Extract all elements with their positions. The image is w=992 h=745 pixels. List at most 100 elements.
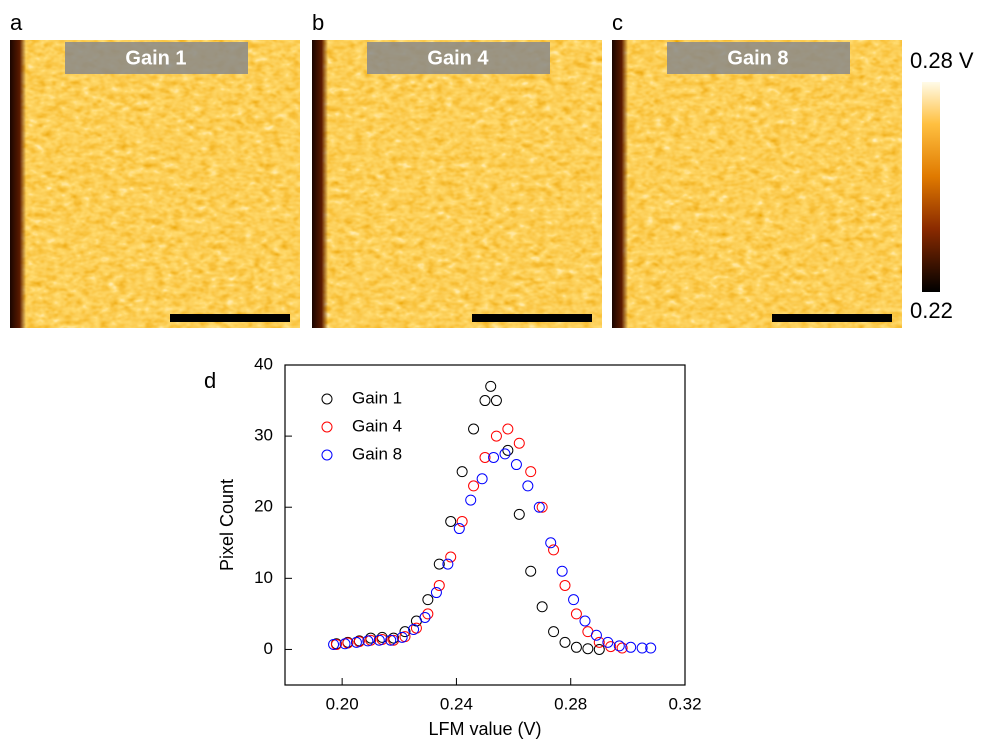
afm-image: [312, 40, 602, 328]
data-point: [525, 466, 537, 478]
data-point: [422, 594, 434, 606]
data-point: [548, 626, 560, 638]
y-tick-label: 20: [254, 497, 273, 516]
afm-image: [10, 40, 300, 328]
data-point: [479, 451, 491, 463]
data-point: [419, 611, 431, 623]
data-point: [468, 423, 480, 435]
data-point: [479, 395, 491, 407]
data-point: [453, 523, 465, 535]
y-tick-label: 10: [254, 568, 273, 587]
data-point: [570, 641, 582, 653]
data-point: [556, 565, 568, 577]
data-point: [590, 629, 602, 641]
data-point: [613, 640, 625, 652]
y-axis-label: Pixel Count: [217, 479, 237, 571]
data-point: [579, 615, 591, 627]
plot-frame: [284, 364, 686, 686]
data-point: [536, 601, 548, 613]
data-point: [442, 558, 454, 570]
data-point: [510, 459, 522, 471]
data-point: [490, 430, 502, 442]
data-point: [433, 558, 445, 570]
title-box: [367, 42, 550, 74]
data-point: [522, 480, 534, 492]
data-point: [525, 565, 537, 577]
data-point: [568, 594, 580, 606]
data-point: [445, 515, 457, 527]
panel-title: Gain 4: [427, 47, 489, 69]
data-point: [490, 395, 502, 407]
x-tick-label: 0.32: [668, 694, 701, 713]
data-point: [476, 473, 488, 485]
data-point: [616, 642, 628, 654]
panel-label: c: [612, 10, 623, 35]
data-point: [499, 448, 511, 460]
afm-images: Gain 1 a Gain 4 b Gain 8 c: [10, 10, 902, 328]
data-point: [536, 501, 548, 513]
data-point: [645, 642, 657, 654]
data-point: [468, 480, 480, 492]
data-point: [502, 423, 514, 435]
data-point: [350, 636, 362, 648]
data-point: [636, 642, 648, 654]
title-box: [65, 42, 248, 74]
data-point: [485, 380, 497, 392]
x-axis-label: LFM value (V): [428, 719, 541, 739]
scale-bar: [472, 314, 592, 322]
data-point: [513, 437, 525, 449]
legend-label: Gain 1: [352, 388, 402, 407]
data-point: [456, 515, 468, 527]
data-point: [593, 636, 605, 648]
y-tick-label: 40: [254, 354, 273, 373]
data-point: [502, 444, 514, 456]
panel-label: b: [312, 10, 324, 35]
data-point: [373, 634, 385, 646]
data-point: [582, 643, 594, 655]
data-point: [602, 636, 614, 648]
data-point: [559, 636, 571, 648]
data-point: [433, 579, 445, 591]
data-point: [330, 638, 342, 650]
legend-label: Gain 4: [352, 416, 402, 435]
x-tick-label: 0.24: [440, 694, 473, 713]
scale-bar: [170, 314, 290, 322]
legend-marker: [321, 421, 333, 433]
panel-label: a: [10, 10, 23, 35]
data-point: [328, 638, 340, 650]
colorbar-max-label: 0.28 V: [910, 48, 974, 73]
data-point: [513, 508, 525, 520]
legend-marker: [321, 393, 333, 405]
x-tick-label: 0.28: [554, 694, 587, 713]
data-point: [533, 501, 545, 513]
title-box: [667, 42, 850, 74]
data-point: [456, 466, 468, 478]
panel-title: Gain 8: [727, 47, 788, 69]
data-point: [399, 626, 411, 638]
y-tick-label: 30: [254, 426, 273, 445]
data-point: [559, 579, 571, 591]
data-point: [445, 551, 457, 563]
data-point: [385, 634, 397, 646]
legend-label: Gain 8: [352, 444, 402, 463]
scale-bar: [772, 314, 892, 322]
data-point: [422, 608, 434, 620]
data-point: [488, 451, 500, 463]
data-point: [548, 544, 560, 556]
colorbar: [922, 82, 940, 292]
legend-marker: [321, 449, 333, 461]
data-point: [396, 631, 408, 643]
panel-title: Gain 1: [125, 47, 186, 69]
data-point: [625, 641, 637, 653]
scan-edge: [612, 40, 628, 328]
data-point: [362, 635, 374, 647]
data-point: [430, 587, 442, 599]
panel-label: d: [204, 368, 216, 393]
data-point: [339, 638, 351, 650]
y-tick-label: 0: [264, 639, 273, 658]
colorbar-min-label: 0.22: [910, 298, 953, 323]
scan-edge: [312, 40, 328, 328]
data-point: [408, 624, 420, 636]
data-point: [545, 537, 557, 549]
